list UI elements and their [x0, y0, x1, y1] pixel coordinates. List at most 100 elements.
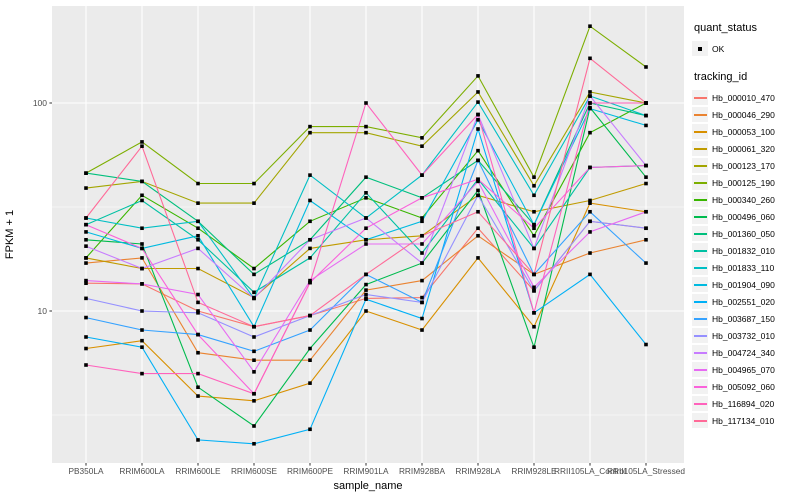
legend-item-Hb_000496_060: Hb_000496_060 [692, 208, 798, 225]
data-point [140, 256, 144, 260]
data-point [140, 242, 144, 246]
legend-color-line-icon [693, 181, 707, 184]
legend-key-box [692, 192, 708, 207]
data-point [196, 233, 200, 238]
data-point [420, 242, 424, 246]
legend-item-Hb_001360_050: Hb_001360_050 [692, 225, 798, 242]
legend-color-line-icon [693, 334, 707, 337]
legend-item-Hb_001832_010: Hb_001832_010 [692, 242, 798, 259]
data-point [532, 226, 536, 231]
data-point [588, 90, 592, 94]
x-axis-title: sample_name [333, 480, 402, 492]
data-point [196, 219, 200, 224]
data-point [252, 349, 256, 354]
data-point [588, 198, 592, 203]
data-point [588, 106, 592, 111]
legend-item-label: OK [712, 43, 725, 54]
x-axis-tick-label: PB350LA [68, 466, 104, 476]
legend-item-label: Hb_000061_320 [712, 143, 775, 154]
data-point [532, 233, 536, 238]
data-point [476, 256, 480, 260]
data-point [196, 385, 200, 390]
data-point [84, 244, 88, 248]
data-point [644, 181, 648, 186]
data-point [252, 324, 256, 329]
data-point [588, 94, 592, 98]
data-point [84, 346, 88, 351]
legend-item-label: Hb_000340_260 [712, 194, 775, 205]
legend-item-label: Hb_000496_060 [712, 211, 775, 222]
legend-item-label: Hb_001904_090 [712, 279, 775, 290]
data-point [532, 209, 536, 214]
data-point [252, 399, 256, 403]
legend-item-Hb_000123_170: Hb_000123_170 [692, 157, 798, 174]
data-point [364, 288, 368, 292]
data-point [644, 163, 648, 168]
data-point [140, 246, 144, 251]
data-point [252, 335, 256, 339]
legend-key-box [692, 243, 708, 258]
data-point [308, 130, 312, 135]
data-point [84, 222, 88, 227]
legend-item-label: Hb_000010_470 [712, 92, 775, 103]
data-point [84, 278, 88, 283]
legend-key-box [692, 396, 708, 411]
data-point [196, 266, 200, 271]
data-point [420, 233, 424, 238]
data-point [140, 328, 144, 332]
data-point [588, 201, 592, 205]
legend-key-box [692, 209, 708, 224]
x-axis-tick-label: RRIM928BA [399, 466, 446, 476]
legend-color-line-icon [693, 215, 707, 218]
data-point [532, 272, 536, 277]
data-point [532, 175, 536, 179]
plot-area: PB350LA RRIM600LA RRIM600LE RRIM600SE RRIM60… [4, 6, 685, 492]
data-point [644, 175, 648, 179]
data-point [196, 237, 200, 242]
legend-key-box [692, 226, 708, 241]
data-point [252, 290, 256, 295]
data-point [196, 394, 200, 398]
legend-item-Hb_000061_320: Hb_000061_320 [692, 140, 798, 157]
legend-color-line-icon [693, 198, 707, 201]
data-point [532, 246, 536, 251]
data-point [196, 371, 200, 376]
data-point [308, 346, 312, 351]
legend-item-Hb_000053_100: Hb_000053_100 [692, 123, 798, 140]
data-point [420, 295, 424, 300]
data-point [196, 350, 200, 355]
data-point [420, 144, 424, 148]
data-point [196, 300, 200, 305]
legend-title-quant-status: quant_status [694, 22, 757, 34]
data-point [140, 226, 144, 231]
data-point [532, 324, 536, 329]
x-axis-tick-label: RRIM600SE [231, 466, 278, 476]
legend-key-box [692, 413, 708, 428]
data-point [476, 127, 480, 131]
data-point [140, 144, 144, 148]
data-point [420, 278, 424, 283]
legend-item-label: Hb_116894_020 [712, 398, 775, 409]
legend-key-box [692, 41, 708, 56]
data-point [532, 285, 536, 290]
data-point [644, 101, 648, 105]
data-point [84, 363, 88, 367]
data-point [308, 381, 312, 385]
data-point [364, 216, 368, 220]
data-point [644, 342, 648, 347]
legend-color-line-icon [693, 130, 707, 133]
legend-item-Hb_000125_190: Hb_000125_190 [692, 174, 798, 191]
data-point [364, 130, 368, 135]
data-point [420, 216, 424, 220]
data-point [532, 311, 536, 315]
y-axis-tick-label: 100 [33, 98, 47, 108]
data-point [308, 358, 312, 363]
data-point [308, 256, 312, 260]
data-point [140, 193, 144, 198]
data-point [644, 65, 648, 69]
data-point [196, 226, 200, 231]
data-point [140, 179, 144, 184]
data-point [364, 226, 368, 231]
legend-item-label: Hb_001832_010 [712, 245, 775, 256]
data-point [308, 313, 312, 318]
